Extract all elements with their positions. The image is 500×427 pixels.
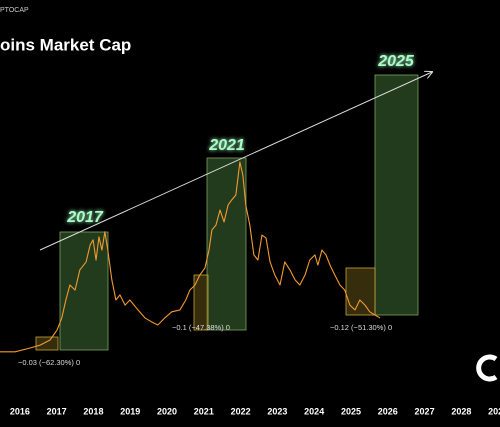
brand: PTOCAP xyxy=(0,7,29,14)
chart-title: oins Market Cap xyxy=(0,35,131,54)
x-tick-label: 2029 xyxy=(488,406,500,416)
cycle-box xyxy=(206,157,247,331)
x-tick-label: 2021 xyxy=(194,406,214,416)
x-tick-label: 2016 xyxy=(10,406,30,416)
logo xyxy=(476,354,498,382)
x-tick-label: 2019 xyxy=(120,406,140,416)
x-tick-label: 2027 xyxy=(415,406,435,416)
x-tick-label: 2025 xyxy=(341,406,361,416)
x-tick-label: 2018 xyxy=(83,406,103,416)
cycle-label: 2017 xyxy=(66,209,104,226)
logo-mark xyxy=(476,354,498,382)
bottom-box xyxy=(193,274,209,331)
x-tick-label: 2020 xyxy=(157,406,177,416)
cycle-box xyxy=(59,231,109,351)
cycle-label: 2025 xyxy=(377,53,415,70)
x-tick-label: 2028 xyxy=(451,406,471,416)
x-tick-label: 2023 xyxy=(267,406,287,416)
cycle-label: 2021 xyxy=(208,137,245,154)
x-tick-label: 2022 xyxy=(231,406,251,416)
x-tick-label: 2017 xyxy=(47,406,67,416)
x-tick-label: 2026 xyxy=(378,406,398,416)
cycle-box xyxy=(374,74,419,316)
low-annotation: −0.12 (−51.30%) 0 xyxy=(330,323,392,332)
low-annotation: −0.1 (−47.38%) 0 xyxy=(172,323,230,332)
trend-arrow xyxy=(39,72,432,251)
bottom-box xyxy=(35,336,59,351)
cycle-boxes xyxy=(35,74,419,351)
bottom-box xyxy=(345,267,376,316)
low-annotation: −0.03 (−62.30%) 0 xyxy=(18,358,80,367)
x-tick-label: 2024 xyxy=(304,406,324,416)
price-line xyxy=(0,161,381,353)
